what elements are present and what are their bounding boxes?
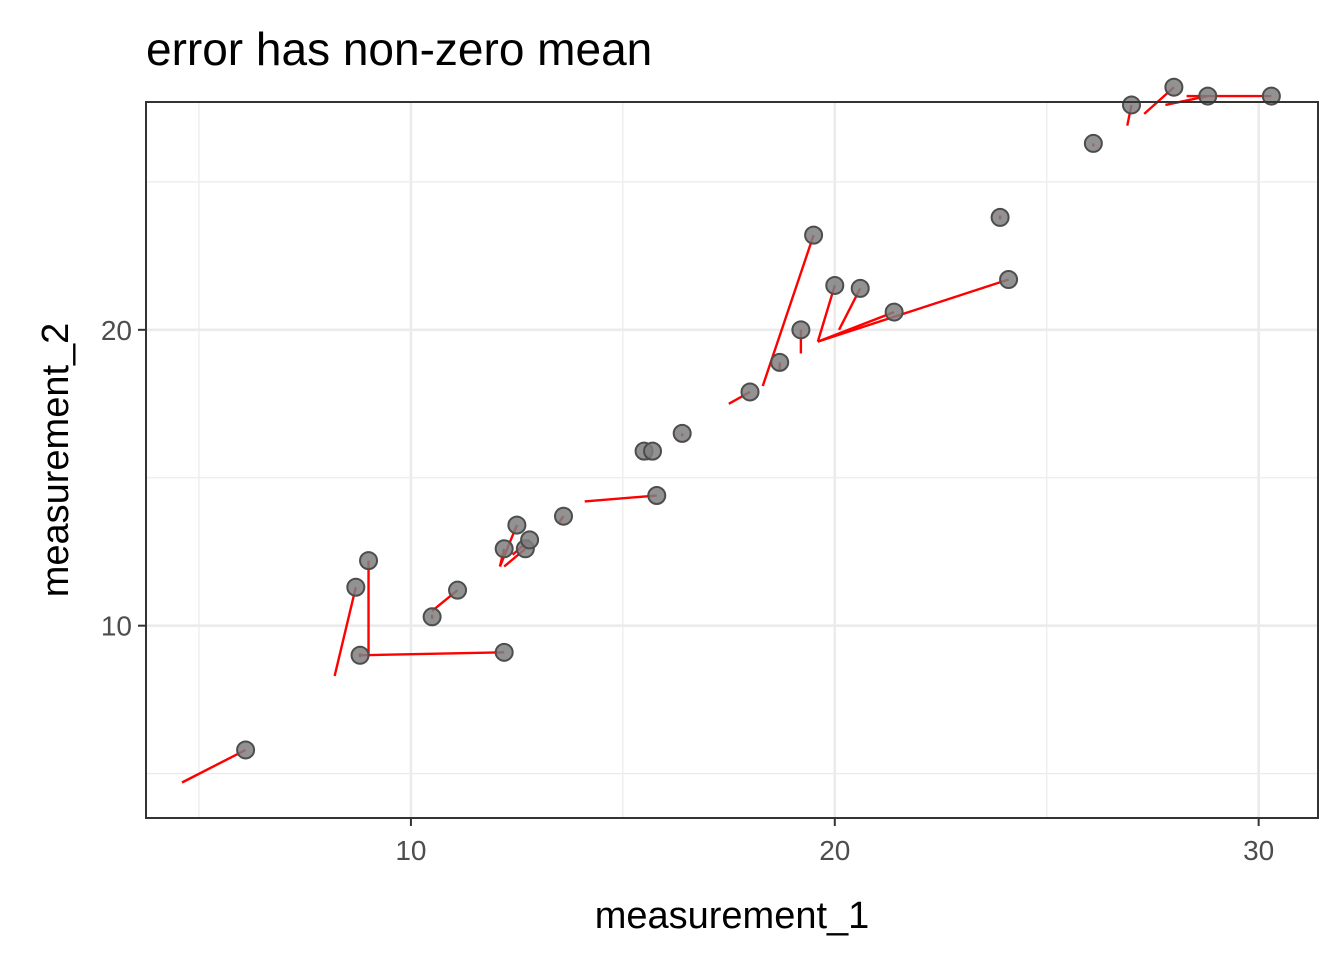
data-point	[350, 645, 370, 665]
error-segment	[181, 748, 247, 784]
data-point	[422, 607, 442, 627]
x-tick-label: 10	[395, 835, 426, 866]
data-point	[346, 577, 366, 597]
x-tick-label: 30	[1243, 835, 1274, 866]
y-tick-label: 10	[101, 611, 132, 642]
data-point	[791, 320, 811, 340]
data-point	[643, 441, 663, 461]
data-point	[1083, 133, 1103, 153]
error-segment	[817, 278, 1009, 343]
error-segment	[360, 651, 505, 657]
data-point	[507, 515, 527, 535]
data-point	[1164, 77, 1184, 97]
data-point	[1261, 86, 1281, 106]
chart-title: error has non-zero mean	[146, 23, 653, 75]
data-point	[804, 225, 824, 245]
y-tick-label: 20	[101, 315, 132, 346]
data-point	[554, 506, 574, 526]
x-axis-title: measurement_1	[595, 895, 870, 937]
data-points	[236, 77, 1281, 760]
axis-ticks: 10 20 30 10 20	[101, 315, 1274, 866]
error-segment	[816, 285, 836, 342]
data-point	[990, 207, 1010, 227]
data-point	[448, 580, 468, 600]
error-segment	[584, 494, 657, 503]
data-point	[1198, 86, 1218, 106]
data-point	[825, 275, 845, 295]
data-point	[740, 382, 760, 402]
panel-border	[145, 101, 1319, 819]
x-tick-label: 20	[819, 835, 850, 866]
data-point	[236, 740, 256, 760]
data-point	[850, 278, 870, 298]
data-point	[359, 551, 379, 571]
data-point	[520, 530, 540, 550]
data-point	[884, 302, 904, 322]
data-point	[672, 423, 692, 443]
data-point	[647, 486, 667, 506]
error-segments	[181, 86, 1272, 784]
y-axis-title: measurement_2	[35, 323, 77, 598]
grid	[146, 102, 1318, 818]
data-point	[999, 270, 1019, 290]
data-point	[770, 352, 790, 372]
data-point	[494, 642, 514, 662]
data-point	[1121, 95, 1141, 115]
error-segment	[333, 586, 357, 677]
data-point	[494, 539, 514, 559]
